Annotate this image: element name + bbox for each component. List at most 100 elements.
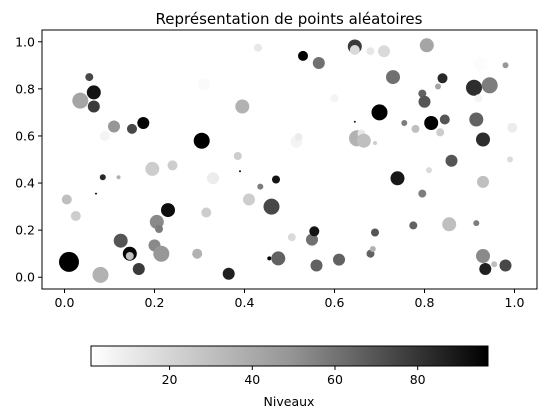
data-point	[401, 120, 408, 126]
data-point	[70, 211, 81, 221]
data-point	[353, 120, 356, 123]
data-point	[442, 217, 457, 232]
colorbar-tick-label: 80	[410, 372, 426, 387]
data-point	[371, 104, 388, 121]
data-point	[409, 221, 418, 230]
y-axis: 0.0 0.2 0.4 0.6 0.8 1.0	[15, 34, 42, 285]
data-point	[153, 245, 170, 262]
y-tick-label: 0.4	[15, 176, 35, 191]
data-point	[366, 47, 375, 56]
data-point	[116, 175, 121, 180]
data-point	[473, 57, 488, 72]
data-point	[95, 192, 97, 195]
data-point	[287, 233, 296, 242]
chart-title: Représentation de points aléatoires	[156, 10, 423, 28]
data-point	[233, 152, 242, 160]
y-tick-label: 0.8	[15, 81, 35, 96]
data-point	[271, 251, 286, 266]
data-point	[507, 122, 518, 133]
data-point	[254, 43, 262, 52]
data-point	[491, 261, 498, 268]
data-point	[418, 189, 427, 198]
data-point	[298, 50, 308, 61]
data-point	[310, 259, 323, 272]
data-point	[373, 141, 377, 145]
data-point	[473, 220, 480, 227]
data-point	[418, 89, 427, 98]
data-point	[100, 131, 110, 141]
data-point	[192, 248, 203, 259]
data-point	[85, 73, 94, 82]
points-layer	[59, 38, 518, 283]
data-point	[333, 253, 345, 266]
data-point	[507, 156, 513, 163]
data-point	[369, 246, 376, 252]
data-point	[257, 183, 264, 190]
x-tick-label: 1.0	[505, 295, 525, 310]
x-tick-label: 0.8	[415, 295, 435, 310]
data-point	[499, 259, 512, 272]
data-point	[424, 116, 439, 130]
colorbar-tick-label: 40	[244, 372, 260, 387]
data-point	[235, 99, 250, 114]
data-point	[474, 94, 483, 103]
colorbar-tick-label: 20	[162, 372, 178, 387]
data-point	[502, 62, 509, 69]
data-point	[294, 133, 303, 142]
data-point	[371, 228, 379, 237]
data-point	[243, 193, 255, 206]
data-point	[477, 175, 489, 188]
data-point	[356, 133, 371, 148]
data-point	[439, 114, 450, 125]
data-point	[201, 207, 212, 218]
colorbar	[90, 345, 489, 367]
data-point	[132, 263, 145, 275]
data-point	[476, 132, 490, 147]
data-point	[167, 160, 178, 171]
y-tick-label: 0.0	[15, 270, 35, 285]
data-point	[435, 83, 441, 90]
data-point	[99, 174, 106, 181]
data-point	[239, 170, 241, 173]
data-point	[309, 226, 320, 237]
data-point	[61, 194, 72, 205]
data-point	[125, 252, 134, 260]
data-point	[411, 124, 420, 133]
data-point	[145, 161, 160, 176]
data-point	[479, 263, 492, 275]
colorbar-label: Niveaux	[264, 394, 315, 409]
y-tick-label: 0.6	[15, 128, 35, 143]
data-point	[193, 132, 210, 149]
data-point	[386, 70, 400, 85]
data-point	[267, 256, 272, 261]
data-point	[445, 154, 458, 167]
data-point	[476, 249, 490, 263]
y-tick-label: 0.2	[15, 223, 35, 238]
data-point	[137, 117, 150, 129]
data-point	[155, 225, 163, 233]
data-point	[469, 112, 484, 127]
data-point	[272, 175, 280, 184]
plot-frame	[41, 29, 538, 290]
data-point	[59, 251, 79, 272]
data-point	[436, 128, 445, 137]
data-point	[113, 233, 128, 248]
data-point	[92, 266, 109, 283]
data-point	[86, 85, 101, 100]
data-point	[108, 120, 120, 133]
data-point	[207, 172, 219, 185]
data-point	[419, 38, 434, 53]
data-point	[198, 78, 210, 91]
data-point	[481, 77, 498, 94]
data-point	[222, 267, 235, 280]
colorbar-ticks: 20 40 60 80	[162, 366, 426, 387]
data-point	[390, 171, 405, 186]
y-tick-label: 1.0	[15, 34, 35, 49]
data-point	[127, 123, 137, 134]
data-point	[312, 57, 325, 69]
data-point	[72, 92, 89, 109]
data-point	[466, 79, 482, 96]
data-point	[306, 233, 318, 246]
data-point	[87, 100, 100, 113]
